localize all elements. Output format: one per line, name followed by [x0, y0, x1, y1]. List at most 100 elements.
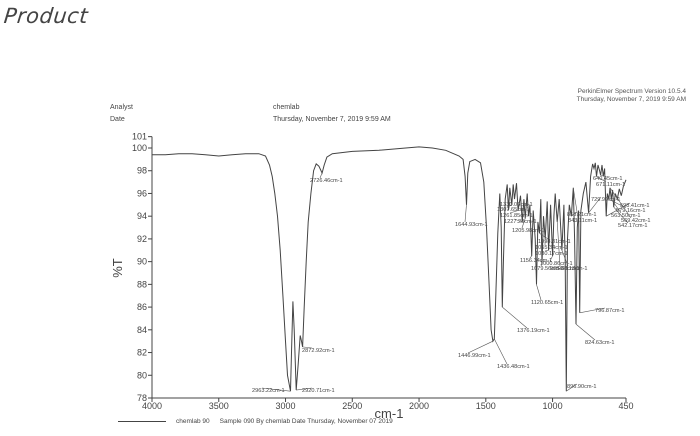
- peak-leader-line: [529, 255, 532, 259]
- peak-leader-line: [540, 263, 543, 267]
- peak-leader-line: [611, 198, 622, 214]
- x-tick-label: 2000: [409, 401, 429, 411]
- peak-leader-line: [302, 346, 313, 349]
- peak-leader-line: [494, 338, 508, 365]
- peak-label: 1120.65cm-1: [531, 300, 563, 306]
- peak-leader-line: [571, 211, 578, 217]
- x-tick-label: 450: [618, 401, 633, 411]
- peak-label: 1098.31cm-1: [538, 239, 571, 245]
- chart-axes: [151, 136, 626, 399]
- y-tick-label: 78: [137, 393, 147, 403]
- peak-leader-line: [613, 206, 629, 224]
- peak-leader-line: [606, 202, 631, 217]
- y-tick-label: 90: [137, 257, 147, 267]
- peak-leader-line: [539, 232, 549, 240]
- analyst-label: Analyst: [110, 104, 133, 111]
- x-tick-label: 3500: [209, 401, 229, 411]
- peak-leader-line: [509, 210, 519, 214]
- peak-label: 1376.19cm-1: [517, 328, 550, 334]
- legend-line-swatch: [118, 421, 166, 422]
- y-tick-label: 98: [137, 166, 147, 176]
- peak-label: 569.42cm-1: [621, 218, 651, 224]
- peak-label: 1205.98cm-1: [512, 228, 545, 234]
- peak-label: 1030.17cm-1: [535, 251, 568, 257]
- x-tick-label: 2500: [342, 401, 362, 411]
- peak-leader-line: [575, 323, 596, 341]
- peak-label: 1436.48cm-1: [497, 364, 530, 370]
- date-value: Thursday, November 7, 2019 9:59 AM: [273, 116, 391, 123]
- peak-label: 796.87cm-1: [595, 308, 625, 314]
- peak-leader-line: [561, 250, 569, 267]
- peak-label: 2920.71cm-1: [302, 388, 335, 394]
- peak-leader-line: [588, 196, 602, 213]
- x-tick-label: 3000: [276, 401, 296, 411]
- peak-leader-line: [261, 387, 291, 392]
- peak-leader-line: [467, 340, 494, 354]
- peak-leader-line: [579, 307, 606, 314]
- peak-label: 965.68cm-1: [550, 266, 580, 272]
- y-tick-label: 101: [132, 132, 147, 142]
- x-axis-title: cm-1: [375, 406, 404, 421]
- legend: chemlab 90 Sample 090 By chemlab Date Th…: [118, 418, 393, 425]
- peak-leader-line: [319, 172, 323, 179]
- peak-label: 563.50cm-1: [611, 213, 641, 219]
- peak-annotations: 2963.22cm-1 2920.71cm-1 2872.92cm-1 2726.46…: [252, 172, 651, 394]
- peak-label: 896.90cm-1: [567, 384, 597, 390]
- y-tick-label: 88: [137, 279, 147, 289]
- peak-label: 2963.22cm-1: [252, 388, 285, 394]
- date-label: Date: [110, 116, 125, 123]
- software-header: PerkinElmer Spectrum Version 10.5.4 Thur…: [577, 88, 686, 104]
- peak-label: 930.13cm-1: [558, 266, 588, 272]
- legend-series-name: chemlab 90: [176, 418, 210, 425]
- peak-leader-line: [544, 249, 549, 252]
- y-tick-label: 86: [137, 302, 147, 312]
- peak-leader-line: [566, 383, 578, 392]
- peak-label: 579.16cm-1: [616, 208, 646, 214]
- x-tick-label: 1500: [476, 401, 496, 411]
- legend-description: Sample 090 By chemlab Date Thursday, Nov…: [219, 418, 393, 425]
- peak-label: 1261.85cm-1: [500, 213, 533, 219]
- x-tick-label: 1000: [543, 401, 563, 411]
- peak-label: 1000.86cm-1: [540, 261, 573, 267]
- peak-leader-line: [556, 221, 561, 267]
- peak-label: 640.45cm-1: [593, 176, 623, 182]
- peak-label: 843.11cm-1: [568, 218, 597, 224]
- x-tick-label: 4000: [142, 401, 162, 411]
- peak-label: 824.63cm-1: [585, 340, 615, 346]
- y-tick-label: 92: [137, 234, 147, 244]
- peak-label: 853.21cm-1: [567, 212, 597, 218]
- y-tick-label: 80: [137, 370, 147, 380]
- peak-leader-line: [296, 387, 313, 391]
- peak-label: 1446.99cm-1: [458, 353, 491, 359]
- peak-leader-line: [502, 306, 528, 329]
- peak-label: 729.90cm-1: [591, 197, 621, 203]
- peak-label: 2726.46cm-1: [310, 178, 343, 184]
- peak-label: 1307.65cm-1: [497, 207, 530, 213]
- y-tick-label: 94: [137, 211, 147, 221]
- peak-label: 1079.56cm-1: [531, 266, 564, 272]
- peak-leader-line: [549, 255, 553, 262]
- peak-leader-line: [506, 204, 512, 208]
- peak-leader-line: [536, 284, 542, 301]
- analyst-value: chemlab: [273, 104, 300, 111]
- peak-label: 1644.93cm-1: [455, 222, 488, 228]
- peak-label: 671.11cm-1: [596, 182, 625, 188]
- peak-leader-line: [572, 187, 579, 219]
- y-tick-label: 84: [137, 325, 147, 335]
- peak-leader-line: [600, 174, 604, 177]
- peak-leader-line: [521, 218, 526, 229]
- y-tick-label: 82: [137, 348, 147, 358]
- peak-label: 1055.34cm-1: [535, 245, 568, 251]
- peak-leader-line: [596, 176, 607, 183]
- y-axis-title: %T: [110, 258, 125, 278]
- peak-leader-line: [513, 218, 523, 223]
- peak-leader-line: [464, 204, 467, 223]
- peak-label: 1227.28cm-1: [504, 219, 537, 225]
- peak-label: 1156.34cm-1: [520, 258, 552, 264]
- spectrum-line: [152, 146, 627, 392]
- peak-label: 542.17cm-1: [618, 223, 648, 229]
- y-tick-label: 100: [132, 143, 147, 153]
- peak-leader-line: [609, 187, 632, 219]
